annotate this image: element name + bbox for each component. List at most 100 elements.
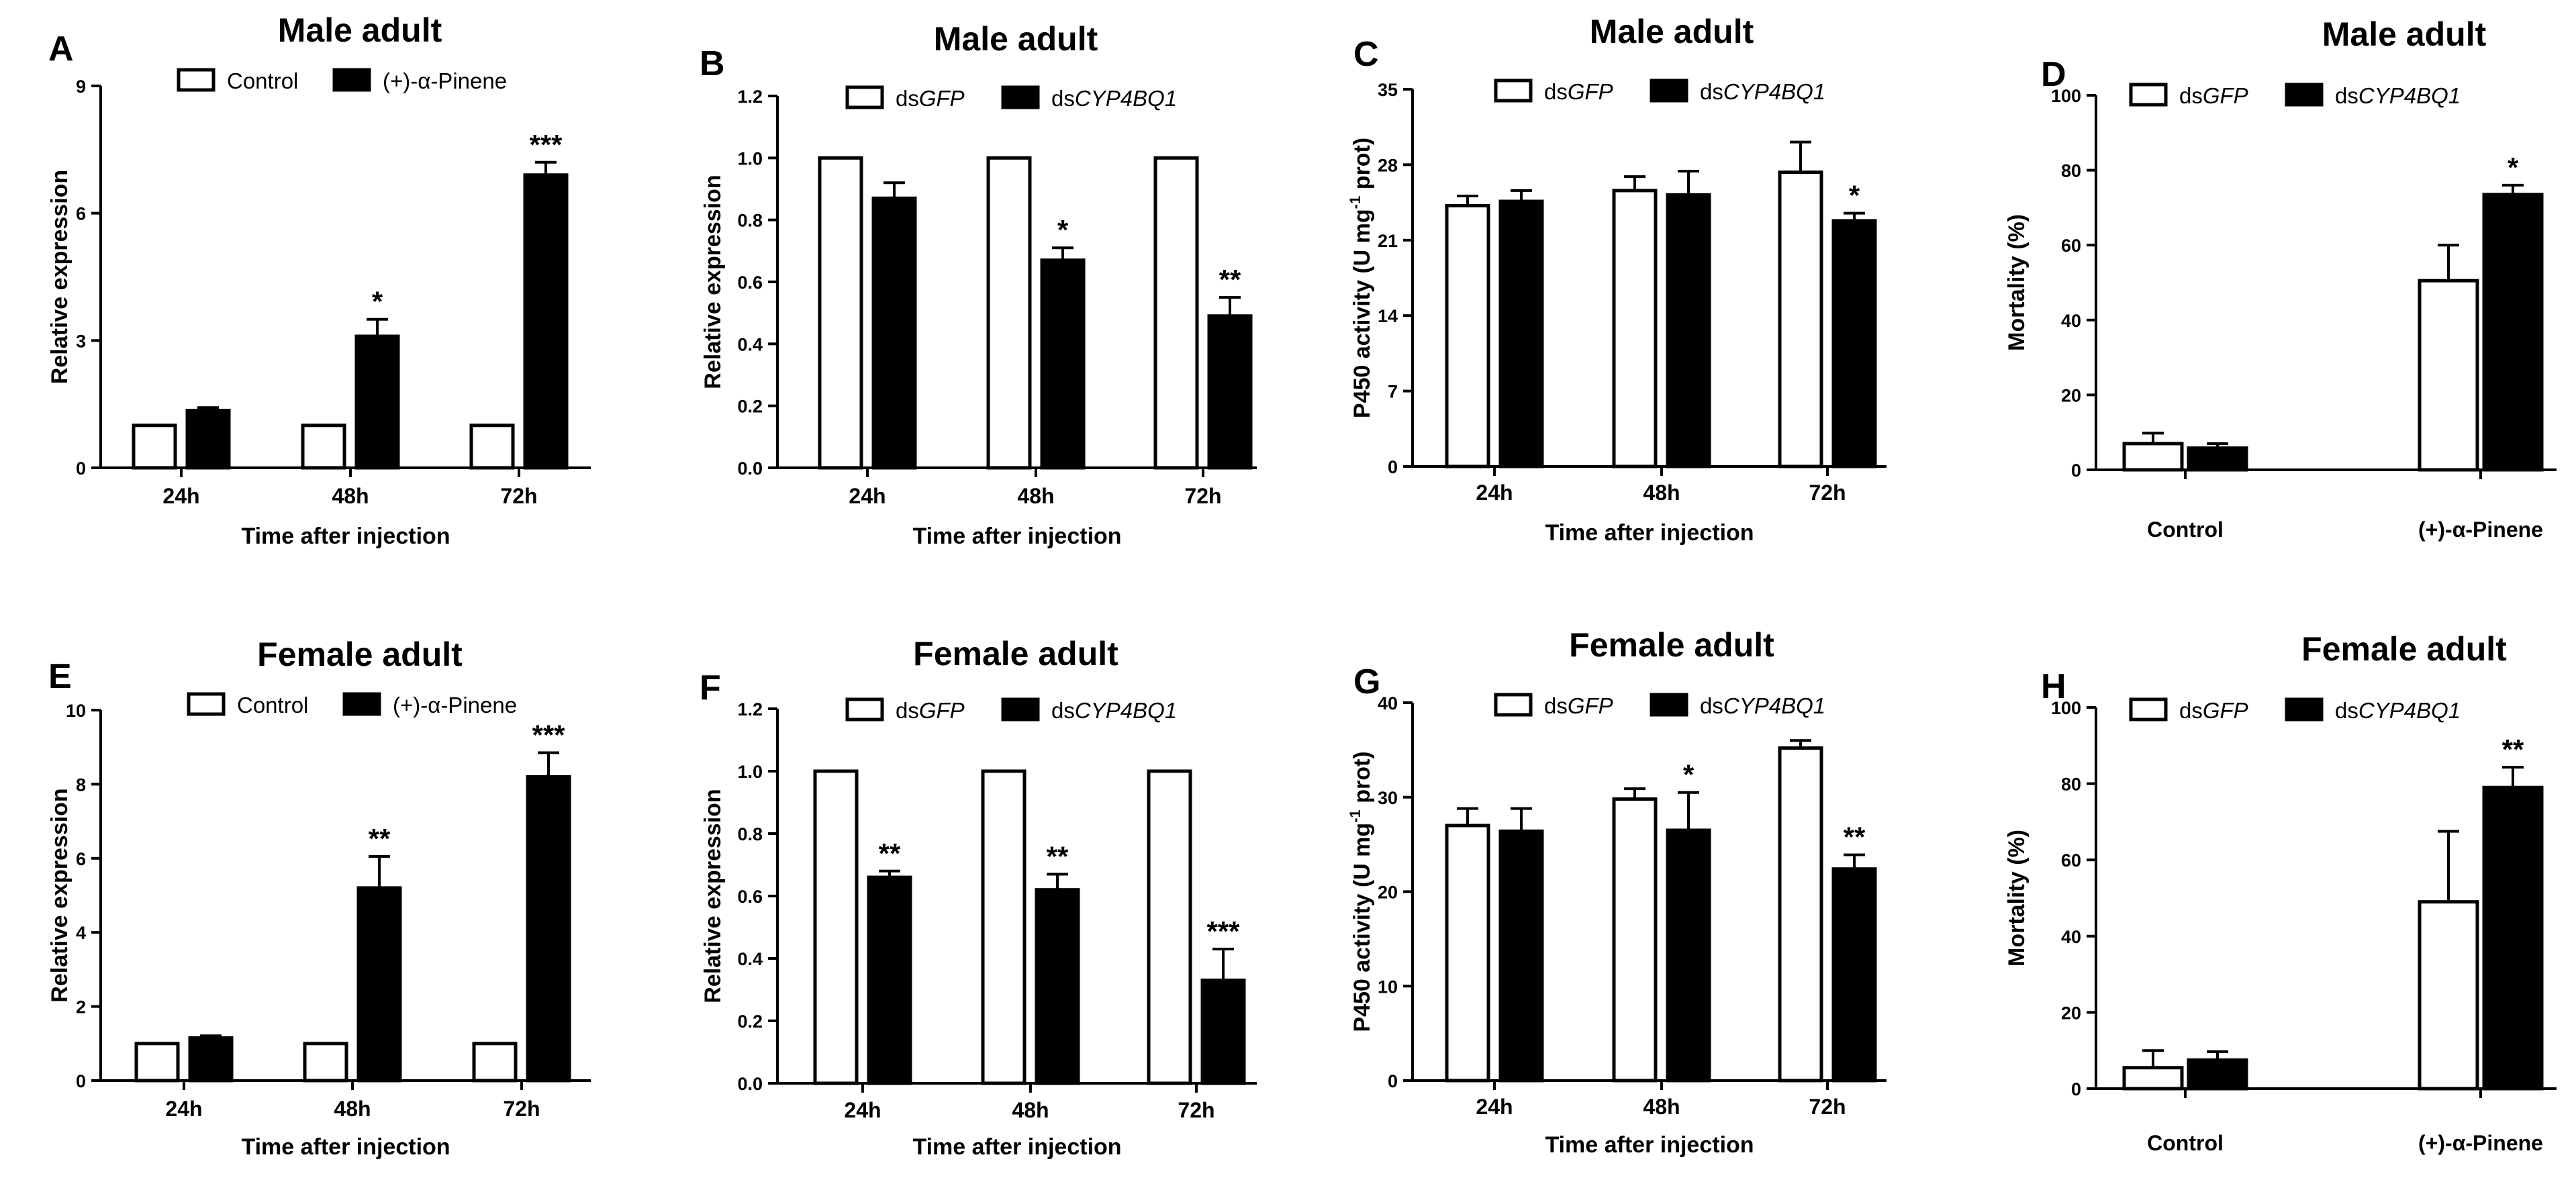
bar-black (1666, 193, 1711, 468)
y-tick-label: 3 (76, 331, 86, 351)
chart-title: Male adult (934, 20, 1098, 58)
y-tick-label: 4 (76, 923, 86, 943)
legend-swatch (845, 85, 884, 109)
y-tick-label: 6 (76, 204, 86, 224)
x-category-label: 24h (1476, 1095, 1513, 1119)
y-tick-label: 35 (1378, 80, 1398, 100)
x-axis-label: Time after injection (1545, 1132, 1754, 1158)
y-tick-label: 0.4 (737, 949, 763, 969)
y-tick-label: 20 (1378, 883, 1398, 903)
legend-label: dsGFP (1544, 79, 1613, 104)
y-tick-label: 0 (2071, 460, 2081, 481)
x-category-label: (+)-α-Pinene (2418, 517, 2543, 542)
y-tick-label: 100 (2051, 698, 2081, 718)
x-axis-label: Time after injection (241, 524, 450, 549)
panel-g: G Female adult 0 10 20 30 40 24h 48h * 72h ** Time a… (1347, 626, 1887, 1158)
legend-swatch (1001, 85, 1040, 109)
significance-label: * (1849, 180, 1860, 211)
legend-swatch (1650, 693, 1688, 717)
y-axis-label: Relative expression (47, 170, 73, 384)
bar-black (1498, 829, 1544, 1083)
y-axis-label: Relative expression (700, 789, 726, 1003)
bar-white (1445, 203, 1490, 468)
bar-black (1498, 199, 1544, 468)
y-tick-label: 28 (1378, 155, 1398, 175)
panel-label: H (2041, 667, 2066, 706)
legend-label: Control (227, 68, 298, 93)
y-tick-label: 21 (1378, 231, 1398, 251)
x-category-label: 48h (1017, 484, 1054, 508)
bar-black (1200, 979, 1246, 1085)
x-axis-label: Time after injection (912, 524, 1121, 549)
bar-black (1035, 888, 1080, 1085)
chart-title: Male adult (2322, 15, 2487, 53)
x-category-label: 72h (1809, 1095, 1846, 1119)
legend-label: dsCYP4BQ1 (1051, 698, 1177, 723)
y-tick-label: 0.0 (737, 1074, 763, 1094)
x-axis-label: Time after injection (912, 1134, 1121, 1160)
y-tick-label: 10 (66, 701, 86, 721)
x-category-label: 48h (334, 1097, 371, 1121)
x-category-label: 24h (165, 1097, 202, 1121)
legend: dsGFP dsCYP4BQ1 (2129, 83, 2461, 108)
x-category-label: 72h (500, 484, 537, 508)
bar-white (986, 156, 1032, 470)
legend-label: (+)-α-Pinene (383, 68, 507, 93)
y-axis-label: P450 activity (U mg-1 prot) (1347, 751, 1375, 1032)
panel-h: H Female adult 0 20 40 60 80 100 Control (+)-α-Pi… (2004, 630, 2557, 1155)
bar-white (1778, 170, 1823, 468)
x-category-label: 72h (1178, 1098, 1214, 1122)
bar-black (1831, 867, 1877, 1083)
bar-black (2187, 1058, 2248, 1091)
panel-label: A (48, 30, 74, 68)
y-tick-label: 0 (1388, 457, 1398, 477)
significance-label: ** (879, 838, 901, 869)
bar-black (354, 334, 400, 470)
legend-swatch (845, 697, 884, 722)
legend-label: (+)-α-Pinene (393, 693, 517, 717)
y-tick-label: 14 (1378, 306, 1398, 326)
bar-white (2122, 1066, 2184, 1091)
bar-white (132, 424, 177, 470)
significance-label: * (1057, 214, 1069, 246)
chart-title: Female adult (913, 635, 1118, 673)
x-category-label: Control (2147, 1131, 2224, 1155)
x-category-label: Control (2147, 517, 2224, 542)
x-category-label: 48h (1643, 481, 1680, 505)
y-tick-label: 0.8 (737, 824, 763, 844)
x-axis-label: Time after injection (1545, 520, 1754, 546)
x-category-label: (+)-α-Pinene (2418, 1131, 2543, 1155)
significance-label: * (2508, 152, 2519, 183)
panel-label: E (48, 657, 72, 696)
y-tick-label: 40 (2061, 311, 2081, 331)
legend-label: dsGFP (896, 86, 965, 111)
legend-label: dsCYP4BQ1 (2335, 698, 2461, 723)
bar-black (523, 173, 569, 470)
x-category-label: 72h (1184, 484, 1221, 508)
bar-white (469, 424, 515, 470)
significance-label: * (1683, 759, 1695, 791)
y-tick-label: 6 (76, 849, 86, 869)
legend-swatch (2285, 83, 2324, 107)
y-tick-label: 1.0 (737, 148, 763, 168)
y-tick-label: 1.2 (737, 87, 763, 107)
y-axis-label: Relative expression (47, 788, 73, 1002)
bar-white (2418, 900, 2479, 1091)
legend-label: dsCYP4BQ1 (1700, 693, 1825, 718)
y-tick-label: 1.2 (737, 699, 763, 719)
y-tick-label: 60 (2061, 236, 2081, 256)
legend: dsGFP dsCYP4BQ1 (1494, 693, 1825, 718)
bar-black (2187, 446, 2248, 472)
y-tick-label: 0.2 (737, 397, 763, 417)
legend: Control (+)-α-Pinene (177, 68, 507, 93)
bar-white (472, 1042, 518, 1083)
x-category-label: 24h (162, 484, 199, 508)
legend: Control (+)-α-Pinene (187, 692, 517, 717)
legend-swatch (2285, 697, 2324, 722)
significance-label: ** (1047, 840, 1069, 872)
legend-label: Control (237, 693, 308, 717)
x-category-label: 24h (1476, 481, 1513, 505)
significance-label: ** (369, 823, 391, 854)
bar-black (185, 409, 231, 470)
legend-swatch (187, 692, 226, 716)
